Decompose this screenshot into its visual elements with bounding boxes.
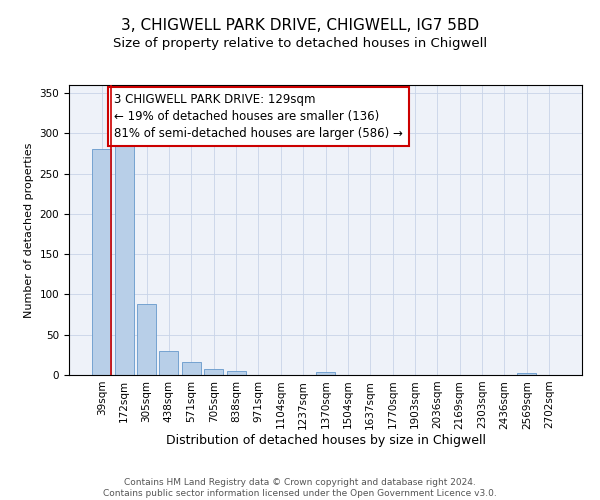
Bar xyxy=(316,372,335,375)
Bar xyxy=(182,362,201,375)
Bar xyxy=(517,374,536,375)
Y-axis label: Number of detached properties: Number of detached properties xyxy=(24,142,34,318)
Text: 3, CHIGWELL PARK DRIVE, CHIGWELL, IG7 5BD: 3, CHIGWELL PARK DRIVE, CHIGWELL, IG7 5B… xyxy=(121,18,479,32)
Bar xyxy=(137,304,156,375)
Text: Size of property relative to detached houses in Chigwell: Size of property relative to detached ho… xyxy=(113,38,487,51)
X-axis label: Distribution of detached houses by size in Chigwell: Distribution of detached houses by size … xyxy=(166,434,485,447)
Bar xyxy=(204,368,223,375)
Bar xyxy=(115,142,134,375)
Text: 3 CHIGWELL PARK DRIVE: 129sqm
← 19% of detached houses are smaller (136)
81% of : 3 CHIGWELL PARK DRIVE: 129sqm ← 19% of d… xyxy=(114,93,403,140)
Bar xyxy=(227,371,245,375)
Bar xyxy=(92,150,112,375)
Text: Contains HM Land Registry data © Crown copyright and database right 2024.
Contai: Contains HM Land Registry data © Crown c… xyxy=(103,478,497,498)
Bar xyxy=(160,351,178,375)
